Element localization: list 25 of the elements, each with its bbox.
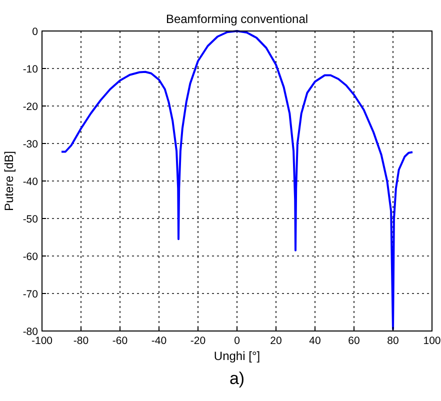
y-tick-label: -20 [22,101,38,113]
x-tick-label: -80 [73,335,89,347]
y-tick-label: -10 [22,64,38,76]
x-tick-label: 60 [348,335,360,347]
y-tick-label: -30 [22,138,38,150]
line-series [60,30,414,330]
x-tick-label: -60 [112,335,128,347]
y-tick-label: -60 [22,251,38,263]
text: a) [229,369,245,388]
x-tick-label: 20 [270,335,282,347]
x-tick-label: -20 [190,335,206,347]
y-tick-label: -80 [22,326,38,338]
x-tick-label: 80 [387,335,399,347]
x-axis-title: Unghi [°] [214,349,260,363]
y-tick-label: -40 [22,176,38,188]
x-tick-label: -100 [31,335,53,347]
chart-title: Beamforming conventional [166,12,308,26]
y-axis-title: Putere [dB] [2,150,16,212]
x-tick-label: -40 [151,335,167,347]
x-tick-label: 40 [309,335,321,347]
y-tick-label: 0 [32,26,38,38]
y-tick-label: -70 [22,288,38,300]
y-tick-label: -50 [22,214,38,226]
x-tick-label: 100 [423,335,441,347]
x-tick-label: 0 [234,335,240,347]
